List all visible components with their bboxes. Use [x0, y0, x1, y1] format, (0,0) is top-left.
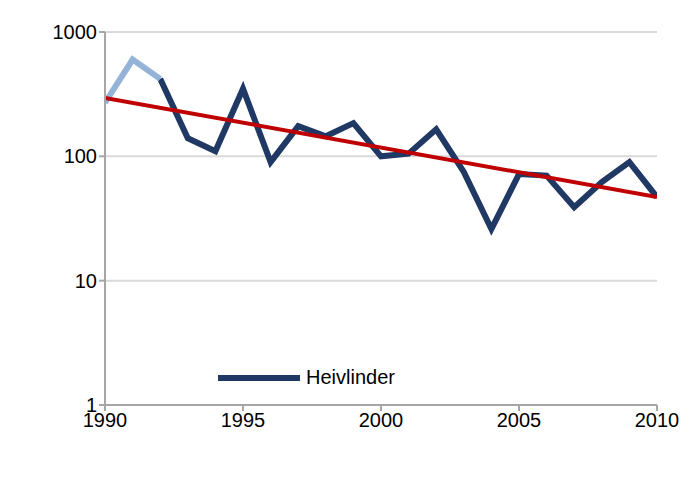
svg-text:10: 10 — [75, 270, 97, 292]
svg-text:2010: 2010 — [635, 409, 680, 431]
svg-text:2000: 2000 — [359, 409, 404, 431]
svg-text:2005: 2005 — [497, 409, 542, 431]
svg-text:1995: 1995 — [221, 409, 266, 431]
html-text:Heivlinder: Heivlinder — [306, 366, 395, 388]
svg-text:1000: 1000 — [53, 21, 98, 43]
svg-text:1990: 1990 — [82, 409, 128, 432]
svg-text:100: 100 — [64, 145, 97, 167]
svg-text:1: 1 — [86, 394, 97, 416]
